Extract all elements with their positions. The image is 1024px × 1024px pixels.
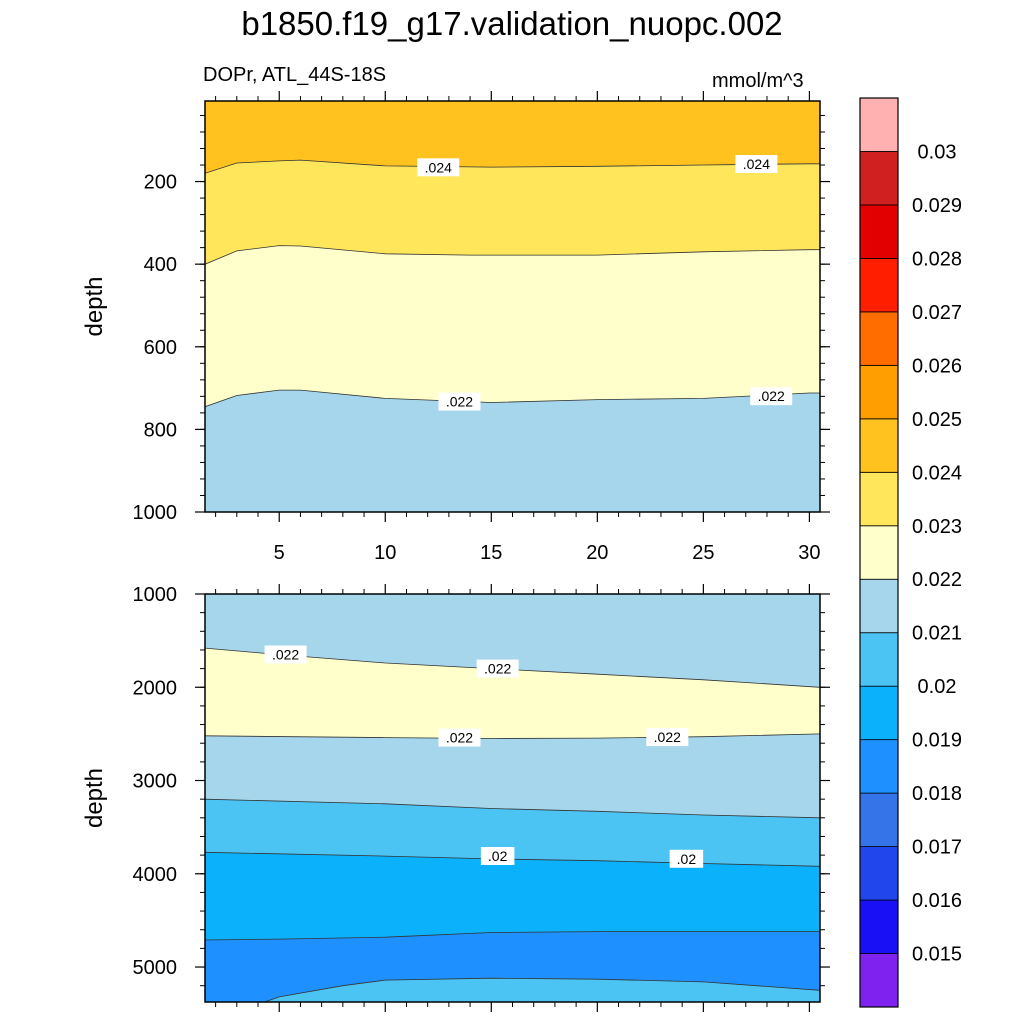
contour-label: .022	[654, 729, 681, 745]
contour-label-background	[750, 387, 793, 406]
colorbar-swatch	[859, 525, 899, 580]
colorbar-swatch	[859, 97, 899, 152]
colorbar-label: 0.021	[912, 623, 962, 645]
y-tick-label: 200	[144, 172, 177, 194]
contour-label-background	[417, 158, 460, 177]
x-tick-label: 30	[798, 542, 820, 564]
contour-label-background	[476, 659, 519, 678]
contour-label-background	[264, 645, 307, 664]
colorbar-label: 0.029	[912, 195, 962, 217]
colorbar-swatch	[859, 258, 899, 313]
y-tick-label: 1000	[133, 584, 178, 606]
y-tick-label: 3000	[133, 771, 178, 793]
colorbar-swatch	[859, 792, 899, 847]
lower-contour-line	[205, 798, 820, 819]
chart-title: b1850.f19_g17.validation_nuopc.002	[241, 5, 783, 42]
lower-contour-line	[205, 733, 820, 739]
contour-label-background	[480, 846, 515, 865]
colorbar-swatch	[859, 685, 899, 741]
lower-contour-line	[205, 851, 820, 867]
colorbar-frame	[859, 97, 899, 1008]
colorbar-swatch	[859, 418, 899, 473]
colorbar-label: 0.015	[912, 944, 962, 966]
colorbar-swatch	[859, 632, 899, 687]
lower-contour-band	[264, 978, 820, 1002]
colorbar-label: 0.027	[912, 302, 962, 324]
colorbar-label: 0.018	[912, 783, 962, 805]
x-tick-label: 25	[692, 542, 714, 564]
colorbar-swatch	[859, 846, 899, 901]
contour-label: .022	[758, 388, 785, 404]
y-tick-label: 800	[144, 419, 177, 441]
y-tick-label: 400	[144, 254, 177, 276]
units-label: mmol/m^3	[712, 70, 804, 92]
contour-label: .02	[677, 851, 697, 867]
variable-region-label: DOPr, ATL_44S-18S	[203, 64, 387, 86]
y-tick-label: 2000	[133, 677, 178, 699]
y-axis-title: depth	[81, 276, 108, 336]
upper-contour-band	[205, 390, 820, 512]
x-tick-label: 5	[274, 542, 285, 564]
contour-label: .02	[488, 848, 508, 864]
colorbar-swatch	[859, 899, 899, 954]
contour-label: .024	[425, 159, 452, 175]
upper-contour-line	[205, 245, 820, 265]
colorbar-swatch	[859, 471, 899, 527]
colorbar-swatch	[859, 311, 899, 366]
colorbar-label: 0.022	[912, 569, 962, 591]
lower-contour-band	[205, 931, 820, 1002]
contour-label-background	[735, 155, 778, 174]
colorbar-swatch	[859, 578, 899, 634]
colorbar-label: 0.016	[912, 890, 962, 912]
colorbar-label: 0.019	[912, 730, 962, 752]
contour-label-background	[438, 392, 481, 411]
y-axis-title: depth	[81, 768, 108, 828]
contour-label-background	[438, 728, 481, 747]
colorbar-swatch	[859, 953, 899, 1008]
contour-label: .022	[446, 394, 473, 410]
colorbar-label: 0.02	[918, 676, 957, 698]
colorbar-swatch	[859, 151, 899, 206]
contour-label: .024	[743, 156, 770, 172]
contour-label-background	[669, 849, 704, 868]
contour-label: .022	[484, 661, 511, 677]
contour-label-background	[646, 728, 689, 747]
colorbar-label: 0.017	[912, 837, 962, 859]
contour-label: .022	[446, 730, 473, 746]
colorbar-label: 0.024	[912, 462, 962, 484]
colorbar-label: 0.028	[912, 248, 962, 270]
colorbar-label: 0.025	[912, 409, 962, 431]
colorbar-label: 0.026	[912, 355, 962, 377]
colorbar-label: 0.023	[912, 516, 962, 538]
y-tick-label: 4000	[133, 864, 178, 886]
colorbar-swatch	[859, 739, 899, 794]
lower-contour-line	[205, 931, 820, 941]
y-tick-label: 600	[144, 337, 177, 359]
y-tick-label: 5000	[133, 957, 178, 979]
colorbar-swatch	[859, 204, 899, 259]
colorbar-swatch	[859, 364, 899, 420]
colorbar-label: 0.03	[918, 141, 957, 163]
y-tick-label: 1000	[133, 502, 178, 524]
x-tick-label: 15	[480, 542, 502, 564]
x-tick-label: 20	[586, 542, 608, 564]
contour-label: .022	[272, 647, 299, 663]
x-tick-label: 10	[374, 542, 396, 564]
